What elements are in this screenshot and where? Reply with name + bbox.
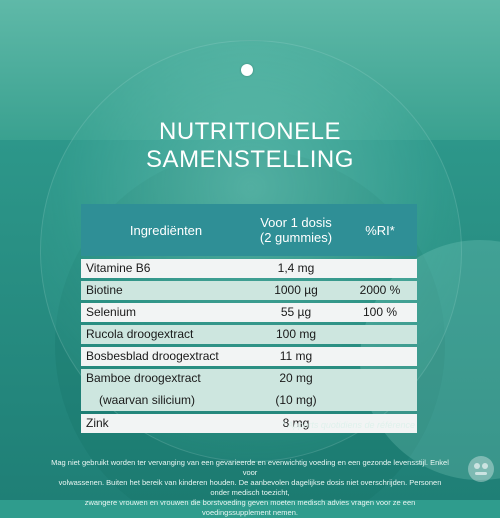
disclaimer: Mag niet gebruikt worden ter vervanging … xyxy=(50,458,450,518)
table-header: Ingrediënten Voor 1 dosis (2 gummies) %R… xyxy=(81,204,417,256)
footnote: * Apports quotidiens de référence xyxy=(281,420,415,430)
title-line-1: NUTRITIONELE xyxy=(158,118,341,145)
table-row: Biotine 1000 µg 2000 % xyxy=(81,281,417,300)
header-dose-line-2: (2 gummies) xyxy=(259,230,333,245)
page-title: NUTRITIONELE SAMENSTELLING xyxy=(0,118,500,174)
header-ri: %RI* xyxy=(365,222,395,238)
row-dose: 20 mg xyxy=(279,371,313,385)
row-dose: 55 µg xyxy=(280,305,312,319)
row-ri xyxy=(343,325,417,344)
table-row: Bosbesblad droogextract 11 mg xyxy=(81,347,417,366)
row-ri xyxy=(343,259,417,278)
row-dose: 11 mg xyxy=(279,349,313,363)
row-sub-dose: (10 mg) xyxy=(275,393,317,407)
disclaimer-line-2: volwassenen. Buiten het bereik van kinde… xyxy=(58,478,442,497)
hang-hole-icon xyxy=(241,64,253,76)
pharmacy-watermark-icon xyxy=(468,456,494,482)
row-ri xyxy=(343,347,417,366)
row-name: Rucola droogextract xyxy=(86,327,194,341)
row-dose: 1,4 mg xyxy=(277,261,315,275)
table-row: Bamboe droogextract 20 mg (waarvan silic… xyxy=(81,369,417,411)
row-name: Bamboe droogextract xyxy=(86,371,201,385)
row-ri: 2000 % xyxy=(359,283,401,297)
row-name: Vitamine B6 xyxy=(86,261,151,275)
disclaimer-line-3: zwangere vrouwen en vrouwen die borstvoe… xyxy=(84,498,416,517)
title-line-2: SAMENSTELLING xyxy=(146,146,354,173)
row-name: Biotine xyxy=(86,283,123,297)
table-row: Rucola droogextract 100 mg xyxy=(81,325,417,344)
row-name: Bosbesblad droogextract xyxy=(86,349,219,363)
header-ingredients: Ingrediënten xyxy=(129,222,203,238)
row-ri: 100 % xyxy=(362,305,398,319)
header-dose: Voor 1 dosis (2 gummies) xyxy=(251,204,341,256)
table-row: Zink 8 mg xyxy=(81,414,417,433)
row-name: Selenium xyxy=(86,305,137,319)
header-dose-line-1: Voor 1 dosis xyxy=(260,215,332,230)
table-row: Selenium 55 µg 100 % xyxy=(81,303,417,322)
disclaimer-line-1: Mag niet gebruikt worden ter vervanging … xyxy=(51,458,449,477)
nutrition-table: Ingrediënten Voor 1 dosis (2 gummies) %R… xyxy=(81,204,417,433)
row-name: Zink xyxy=(86,416,109,430)
table-row: Vitamine B6 1,4 mg xyxy=(81,259,417,278)
row-dose: 100 mg xyxy=(275,327,317,341)
row-ri xyxy=(343,369,417,388)
row-dose: 8 mg xyxy=(282,416,310,430)
row-sub-name: (waarvan silicium) xyxy=(99,393,196,407)
row-dose: 1000 µg xyxy=(274,283,318,297)
